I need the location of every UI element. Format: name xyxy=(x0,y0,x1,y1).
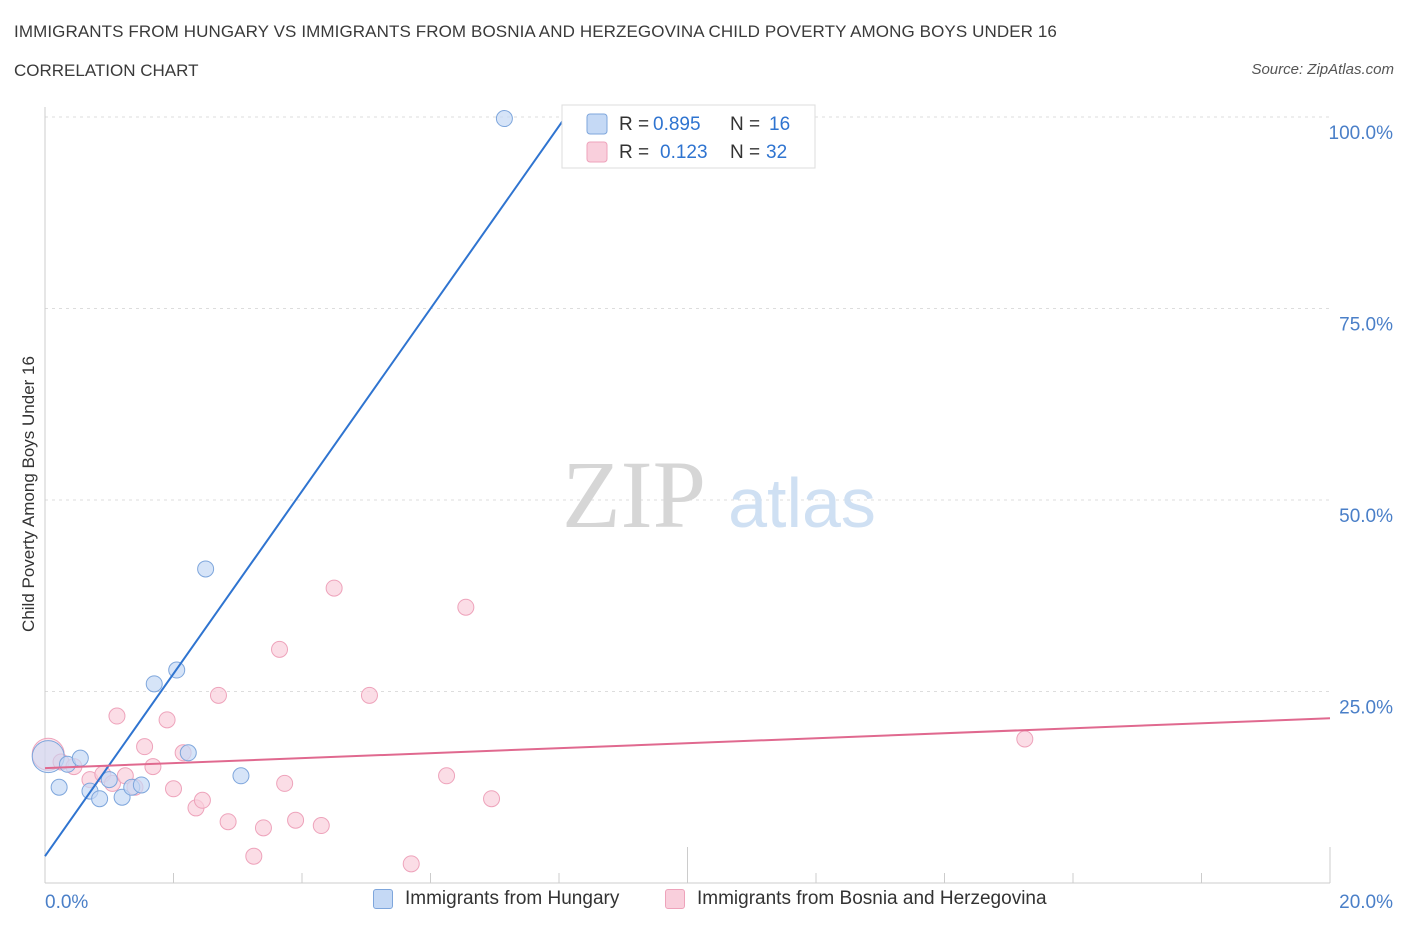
legend-n-label-hungary: N = xyxy=(730,114,760,135)
bosnia-point xyxy=(144,758,162,776)
legend-n-label-bosnia: N = xyxy=(730,142,760,163)
bosnia-point xyxy=(325,579,343,597)
trend-lines xyxy=(44,116,1331,857)
bosnia-point xyxy=(209,686,227,704)
hungary-points xyxy=(31,110,513,808)
y-tick-label: 100.0% xyxy=(1329,123,1394,144)
legend-swatch-hungary xyxy=(586,113,608,135)
x-tick-label: 0.0% xyxy=(45,892,88,913)
bosnia-point xyxy=(360,686,378,704)
y-tick-label: 75.0% xyxy=(1339,315,1393,336)
bosnia-point xyxy=(158,711,176,729)
hungary-trend-line xyxy=(44,116,567,857)
legend-n-value-hungary: 16 xyxy=(769,114,790,135)
watermark-atlas: atlas xyxy=(728,464,876,542)
bosnia-point xyxy=(193,791,211,809)
bosnia-point xyxy=(271,640,289,658)
bosnia-point xyxy=(254,819,272,837)
bosnia-point xyxy=(457,598,475,616)
hungary-point xyxy=(179,744,197,762)
bosnia-point xyxy=(483,790,501,808)
hungary-point xyxy=(495,110,513,128)
watermark-zip: ZIP xyxy=(562,441,706,548)
grid-lines xyxy=(45,116,1330,692)
bosnia-point xyxy=(136,738,154,756)
legend-swatch-bosnia xyxy=(586,141,608,163)
bosnia-point xyxy=(165,780,182,798)
x-tick-label: 20.0% xyxy=(1339,892,1393,913)
hungary-point xyxy=(100,771,118,789)
legend-label-bosnia: Immigrants from Bosnia and Herzegovina xyxy=(697,888,1047,909)
tick-labels: 100.0% 75.0% 50.0% 25.0% 0.0% 20.0% xyxy=(45,123,1393,913)
hungary-point xyxy=(91,790,109,808)
bosnia-points xyxy=(31,579,1034,873)
legend-r-value-bosnia: 0.123 xyxy=(660,142,708,163)
legend-swatch-hungary xyxy=(373,889,393,909)
bosnia-point xyxy=(402,855,420,873)
chart-subtitle: CORRELATION CHART xyxy=(14,61,199,80)
y-tick-label: 25.0% xyxy=(1339,698,1393,719)
y-tick-label: 50.0% xyxy=(1339,506,1393,527)
hungary-point xyxy=(71,749,89,767)
hungary-point xyxy=(232,767,250,785)
legend-label-hungary: Immigrants from Hungary xyxy=(405,888,620,909)
correlation-legend: R = 0.895 N = 16 R = 0.123 N = 32 xyxy=(561,104,816,169)
legend-r-value-hungary: 0.895 xyxy=(653,114,701,135)
bosnia-point xyxy=(219,813,237,831)
legend-swatch-bosnia xyxy=(665,889,685,909)
bosnia-point xyxy=(108,707,126,725)
watermark: ZIP atlas xyxy=(562,441,876,548)
y-axis-label: Child Poverty Among Boys Under 16 xyxy=(19,356,38,632)
hungary-point xyxy=(197,560,215,578)
bosnia-trend-line xyxy=(44,717,1331,770)
legend-r-label-hungary: R = xyxy=(619,114,649,135)
hungary-point xyxy=(145,675,163,693)
legend-r-label-bosnia: R = xyxy=(619,142,649,163)
legend-item-bosnia: Immigrants from Bosnia and Herzegovina xyxy=(665,888,1047,910)
bosnia-point xyxy=(287,811,305,829)
bosnia-point xyxy=(245,847,263,865)
legend-item-hungary: Immigrants from Hungary xyxy=(373,888,619,910)
hungary-point xyxy=(50,778,68,796)
bosnia-point xyxy=(438,767,456,785)
bosnia-point xyxy=(1016,730,1034,748)
bosnia-point xyxy=(276,774,294,792)
hungary-point xyxy=(132,776,150,794)
series-legend: Immigrants from Hungary Immigrants from … xyxy=(0,888,1406,916)
legend-n-value-bosnia: 32 xyxy=(766,142,787,163)
chart-title: IMMIGRANTS FROM HUNGARY VS IMMIGRANTS FR… xyxy=(14,22,1057,41)
bosnia-point xyxy=(312,817,330,835)
source-label: Source: ZipAtlas.com xyxy=(1251,61,1394,78)
